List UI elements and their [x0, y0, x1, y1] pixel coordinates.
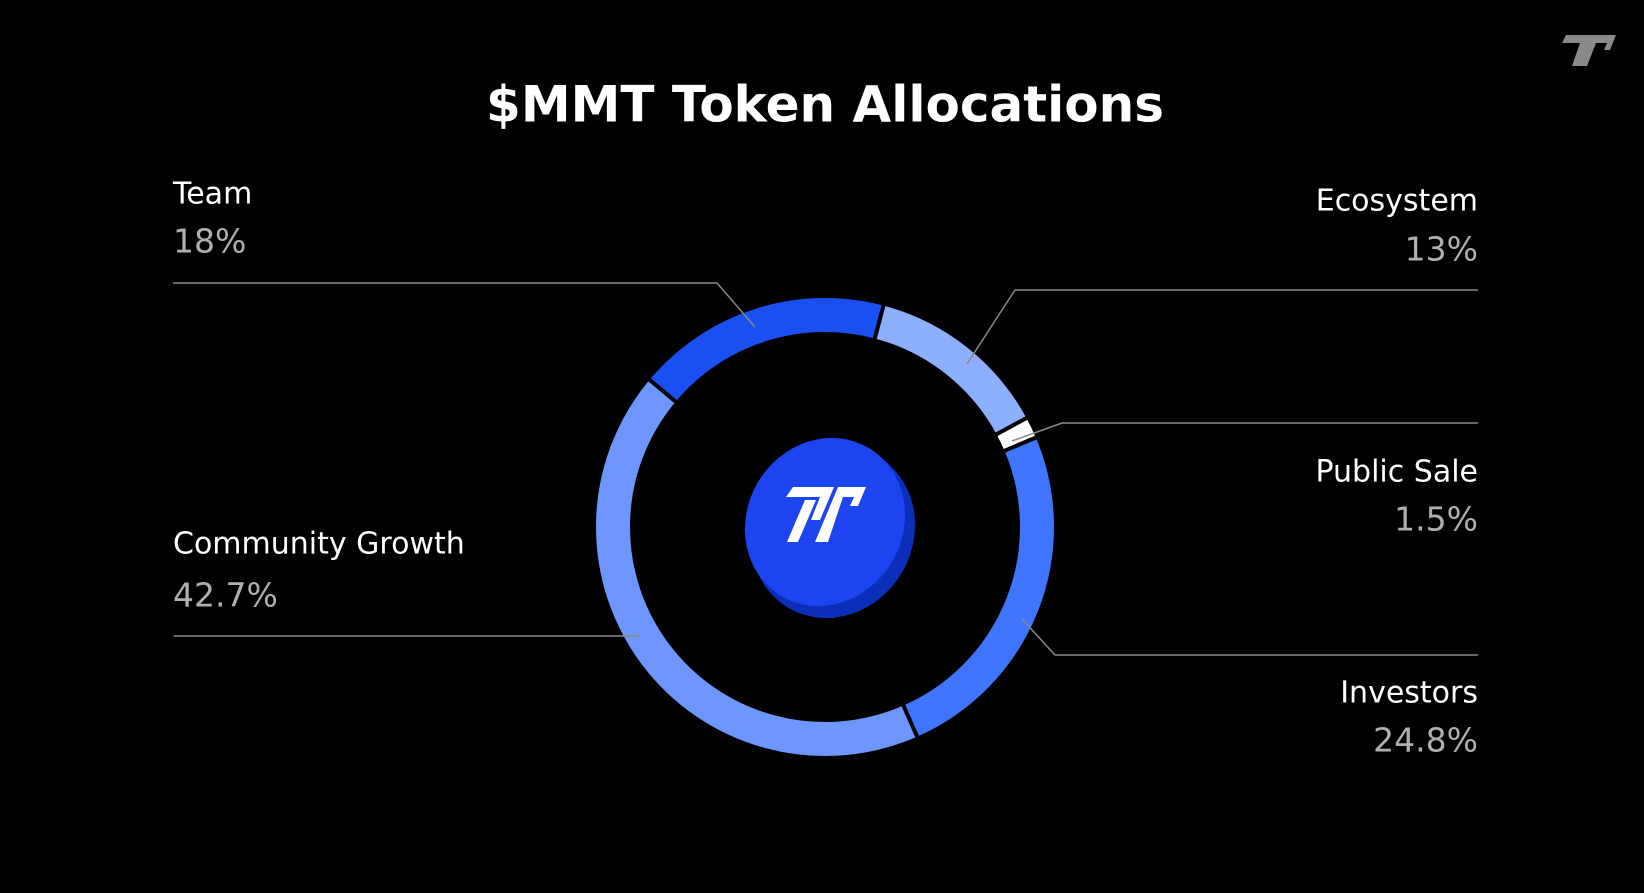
leader-line [173, 282, 756, 328]
coin [744, 437, 916, 619]
data-label: 18% [173, 222, 246, 261]
segment-gap [872, 303, 886, 341]
segment-gap [900, 702, 920, 740]
legend-label: Community Growth [173, 527, 465, 562]
legend-label: Team [172, 177, 252, 212]
legend-label: Ecosystem [1316, 184, 1478, 219]
corner-logo [1562, 35, 1616, 66]
donut-segment [903, 437, 1054, 737]
leader-line [1011, 422, 1478, 442]
segment-gap [1001, 434, 1039, 454]
donut-segment [596, 379, 918, 756]
data-label: 42.7% [173, 576, 278, 615]
leader-line [966, 289, 1478, 365]
segment-gap [646, 376, 679, 405]
legend-label: Investors [1340, 676, 1478, 711]
data-label: 24.8% [1373, 721, 1478, 760]
data-label: 1.5% [1394, 500, 1478, 539]
data-label: 13% [1405, 230, 1478, 269]
legend-label: Public Sale [1315, 455, 1478, 490]
leader-line [1021, 618, 1478, 656]
chart-title: $MMT Token Allocations [486, 76, 1164, 134]
donut-segment [649, 298, 884, 402]
segment-gap [993, 415, 1030, 437]
donut-segment [874, 305, 1027, 435]
